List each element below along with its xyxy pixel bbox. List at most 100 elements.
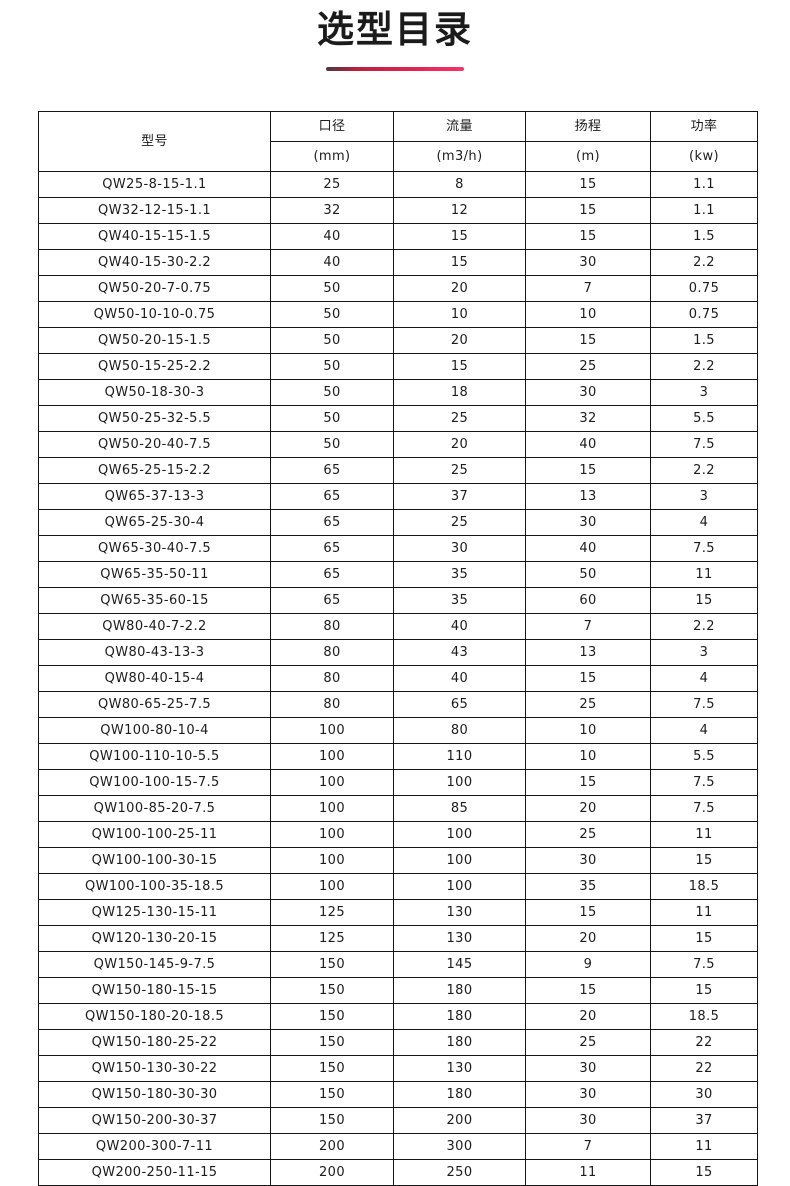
cell-head: 15 [525, 665, 651, 692]
cell-model: QW150-130-30-22 [38, 1055, 271, 1082]
cell-power: 22 [650, 1055, 758, 1082]
cell-head: 10 [525, 743, 651, 770]
cell-flow: 20 [393, 275, 526, 302]
cell-flow: 15 [393, 223, 526, 250]
table-row: QW150-130-30-22 150 130 30 22 [38, 1055, 758, 1082]
table-row: QW50-20-15-1.5 50 20 15 1.5 [38, 327, 758, 354]
cell-model: QW150-180-15-15 [38, 977, 271, 1004]
table-row: QW150-180-25-22 150 180 25 22 [38, 1029, 758, 1056]
cell-power: 4 [650, 717, 758, 744]
cell-power: 2.2 [650, 353, 758, 380]
cell-power: 11 [650, 561, 758, 588]
cell-model: QW50-15-25-2.2 [38, 353, 271, 380]
cell-model: QW65-30-40-7.5 [38, 535, 271, 562]
cell-power: 4 [650, 509, 758, 536]
cell-bore: 80 [270, 691, 394, 718]
table-row: QW125-130-15-11 125 130 15 11 [38, 899, 758, 926]
cell-flow: 200 [393, 1107, 526, 1134]
table-header-row-units: (mm) (m3/h) (m) (kw) [39, 141, 758, 172]
cell-flow: 15 [393, 249, 526, 276]
table-row: QW100-110-10-5.5 100 110 10 5.5 [38, 743, 758, 770]
table-row: QW150-180-30-30 150 180 30 30 [38, 1081, 758, 1108]
cell-bore: 50 [270, 275, 394, 302]
column-header-model: 型号 [38, 111, 271, 172]
cell-power: 18.5 [650, 873, 758, 900]
cell-flow: 35 [393, 587, 526, 614]
cell-bore: 65 [270, 587, 394, 614]
cell-power: 3 [650, 483, 758, 510]
cell-head: 7 [525, 1133, 651, 1160]
cell-power: 15 [650, 1159, 758, 1186]
cell-flow: 100 [393, 769, 526, 796]
cell-model: QW150-145-9-7.5 [38, 951, 271, 978]
cell-head: 9 [525, 951, 651, 978]
cell-bore: 50 [270, 301, 394, 328]
table-row: QW150-200-30-37 150 200 30 37 [38, 1107, 758, 1134]
cell-head: 30 [525, 1055, 651, 1082]
table-body: QW25-8-15-1.1 25 8 15 1.1 QW32-12-15-1.1 32 12 1… [38, 171, 758, 1186]
cell-flow: 20 [393, 327, 526, 354]
table-row: QW150-180-15-15 150 180 15 15 [38, 977, 758, 1004]
cell-head: 30 [525, 1107, 651, 1134]
cell-bore: 50 [270, 327, 394, 354]
cell-power: 0.75 [650, 275, 758, 302]
cell-power: 11 [650, 821, 758, 848]
table-row: QW100-85-20-7.5 100 85 20 7.5 [38, 795, 758, 822]
cell-power: 3 [650, 379, 758, 406]
cell-head: 40 [525, 431, 651, 458]
cell-model: QW150-180-25-22 [38, 1029, 271, 1056]
cell-power: 22 [650, 1029, 758, 1056]
table-row: QW100-100-30-15 100 100 30 15 [38, 847, 758, 874]
cell-head: 20 [525, 1003, 651, 1030]
table-row: QW65-35-60-15 65 35 60 15 [38, 587, 758, 614]
cell-bore: 150 [270, 1003, 394, 1030]
cell-bore: 150 [270, 951, 394, 978]
table-row: QW200-300-7-11 200 300 7 11 [38, 1133, 758, 1160]
cell-power: 15 [650, 847, 758, 874]
cell-model: QW65-25-15-2.2 [38, 457, 271, 484]
cell-bore: 50 [270, 379, 394, 406]
cell-model: QW50-25-32-5.5 [38, 405, 271, 432]
cell-power: 7.5 [650, 691, 758, 718]
cell-power: 7.5 [650, 951, 758, 978]
table-header-row-names: 型号 口径 流量 扬程 功率 [38, 111, 758, 172]
cell-flow: 10 [393, 301, 526, 328]
cell-head: 15 [525, 457, 651, 484]
cell-bore: 100 [270, 743, 394, 770]
cell-head: 13 [525, 483, 651, 510]
cell-bore: 50 [270, 353, 394, 380]
cell-flow: 18 [393, 379, 526, 406]
spec-table-container: 型号 口径 流量 扬程 功率 (mm) (m3/h) (m) (kw) QW25… [38, 111, 758, 1186]
cell-head: 30 [525, 847, 651, 874]
cell-bore: 32 [270, 197, 394, 224]
cell-head: 20 [525, 925, 651, 952]
cell-model: QW80-40-7-2.2 [38, 613, 271, 640]
cell-bore: 150 [270, 1107, 394, 1134]
cell-bore: 50 [270, 405, 394, 432]
column-unit-power: (kw) [650, 141, 758, 172]
cell-bore: 100 [270, 769, 394, 796]
cell-flow: 180 [393, 1003, 526, 1030]
cell-flow: 180 [393, 977, 526, 1004]
cell-power: 11 [650, 1133, 758, 1160]
table-row: QW150-180-20-18.5 150 180 20 18.5 [38, 1003, 758, 1030]
table-row: QW80-65-25-7.5 80 65 25 7.5 [38, 691, 758, 718]
cell-flow: 85 [393, 795, 526, 822]
table-row: QW50-10-10-0.75 50 10 10 0.75 [38, 301, 758, 328]
cell-head: 30 [525, 249, 651, 276]
cell-power: 1.5 [650, 327, 758, 354]
cell-power: 3 [650, 639, 758, 666]
cell-bore: 65 [270, 535, 394, 562]
title-underline-rule [326, 67, 464, 71]
cell-model: QW100-80-10-4 [38, 717, 271, 744]
table-row: QW200-250-11-15 200 250 11 15 [38, 1159, 758, 1186]
cell-head: 15 [525, 769, 651, 796]
cell-power: 7.5 [650, 769, 758, 796]
cell-head: 32 [525, 405, 651, 432]
cell-model: QW100-110-10-5.5 [38, 743, 271, 770]
cell-power: 5.5 [650, 405, 758, 432]
cell-head: 11 [525, 1159, 651, 1186]
cell-flow: 35 [393, 561, 526, 588]
cell-model: QW125-130-15-11 [38, 899, 271, 926]
cell-flow: 43 [393, 639, 526, 666]
